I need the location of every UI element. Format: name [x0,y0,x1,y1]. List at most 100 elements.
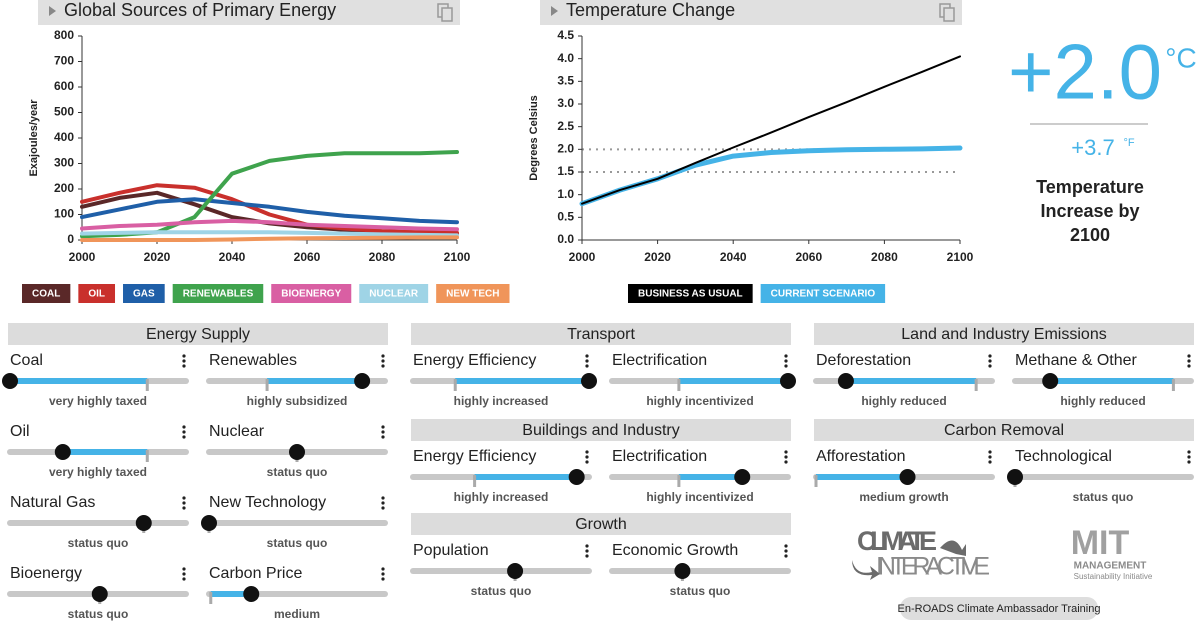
legend-label: COAL [32,289,60,300]
slider-menu[interactable] [182,425,186,429]
slider-menu[interactable] [1187,354,1191,358]
slider-menu[interactable] [1187,450,1191,454]
slider-knob[interactable] [581,373,597,389]
slider-menu[interactable] [988,354,992,358]
slider-menu[interactable] [988,359,992,363]
slider-menu[interactable] [182,577,186,581]
section-header [411,323,791,345]
slider-menu[interactable] [585,450,589,454]
slider-menu[interactable] [988,450,992,454]
slider-menu[interactable] [988,364,992,368]
slider-menu[interactable] [381,425,385,429]
y-tick-label: 100 [54,207,74,221]
slider-knob[interactable] [507,563,524,579]
slider-menu[interactable] [585,544,589,548]
slider-menu[interactable] [381,496,385,500]
y-axis-label: Degrees Celsius [528,95,540,181]
temp-caption: Increase by [1040,201,1139,221]
slider-knob[interactable] [354,373,371,389]
slider-knob[interactable] [2,373,18,389]
slider-knob[interactable] [243,586,260,602]
slider-menu[interactable] [585,455,589,459]
slider-setting: highly incentivized [646,394,753,408]
slider-menu[interactable] [381,577,385,581]
expand-icon[interactable] [551,6,558,16]
slider-menu[interactable] [182,435,186,439]
slider-knob[interactable] [91,586,108,602]
slider-menu[interactable] [381,435,385,439]
slider-menu[interactable] [182,430,186,434]
logo-arrow [852,560,880,580]
slider-menu[interactable] [381,501,385,505]
slider-setting: highly subsidized [247,394,348,408]
slider-menu[interactable] [585,359,589,363]
slider-menu[interactable] [784,460,788,464]
y-tick-label: 4.5 [557,28,574,42]
slider-knob[interactable] [568,469,585,485]
training-button-label[interactable]: En-ROADS Climate Ambassador Training [898,603,1101,615]
slider-menu[interactable] [784,450,788,454]
slider-knob[interactable] [674,563,691,579]
slider-knob[interactable] [1042,373,1059,389]
slider-setting: status quo [68,607,129,621]
slider-menu[interactable] [585,549,589,553]
slider-menu[interactable] [585,364,589,368]
slider-menu[interactable] [182,572,186,576]
slider-knob[interactable] [54,444,71,460]
y-tick-label: 600 [54,79,74,93]
slider-menu[interactable] [784,544,788,548]
slider-menu[interactable] [1187,460,1191,464]
slider-menu[interactable] [1187,364,1191,368]
slider-menu[interactable] [182,359,186,363]
slider-menu[interactable] [585,554,589,558]
slider-knob[interactable] [1007,469,1023,485]
slider-menu[interactable] [1187,455,1191,459]
slider-knob[interactable] [201,515,217,531]
slider-knob[interactable] [780,373,796,389]
slider-menu[interactable] [182,364,186,368]
slider-menu[interactable] [381,572,385,576]
expand-icon[interactable] [49,6,56,16]
slider-menu[interactable] [585,354,589,358]
legend-swatch [123,284,165,303]
slider-knob[interactable] [289,444,305,460]
slider-menu[interactable] [585,460,589,464]
slider-knob[interactable] [135,515,152,531]
section-title: Land and Industry Emissions [901,326,1106,343]
slider-knob[interactable] [899,469,916,485]
slider-menu[interactable] [182,354,186,358]
copy-icon[interactable] [441,7,453,22]
slider-menu[interactable] [381,430,385,434]
slider-menu[interactable] [182,567,186,571]
slider-menu[interactable] [988,455,992,459]
slider-menu[interactable] [381,567,385,571]
slider-menu[interactable] [784,549,788,553]
slider-menu[interactable] [784,359,788,363]
slider-menu[interactable] [381,359,385,363]
slider-menu[interactable] [988,460,992,464]
slider-menu[interactable] [1187,359,1191,363]
training-button[interactable] [900,597,1098,620]
slider-label: Methane & Other [1015,352,1138,369]
slider-menu[interactable] [784,364,788,368]
x-tick-label: 2100 [444,250,471,264]
slider-label: Energy Efficiency [413,352,536,369]
slider-menu[interactable] [381,364,385,368]
status-quo-marker [1171,379,1175,391]
series-line [80,235,459,242]
slider-knob[interactable] [734,469,751,485]
slider-menu[interactable] [182,496,186,500]
slider-menu[interactable] [182,501,186,505]
slider-setting: status quo [267,465,328,479]
slider-knob[interactable] [837,373,854,389]
slider-menu[interactable] [381,354,385,358]
slider-menu[interactable] [182,506,186,510]
slider-menu[interactable] [784,354,788,358]
status-quo-marker [145,379,149,391]
legend-swatch [271,284,352,303]
slider-label: Electrification [612,448,707,465]
slider-menu[interactable] [784,554,788,558]
slider-menu[interactable] [784,455,788,459]
slider-menu[interactable] [381,506,385,510]
copy-icon[interactable] [943,7,955,22]
